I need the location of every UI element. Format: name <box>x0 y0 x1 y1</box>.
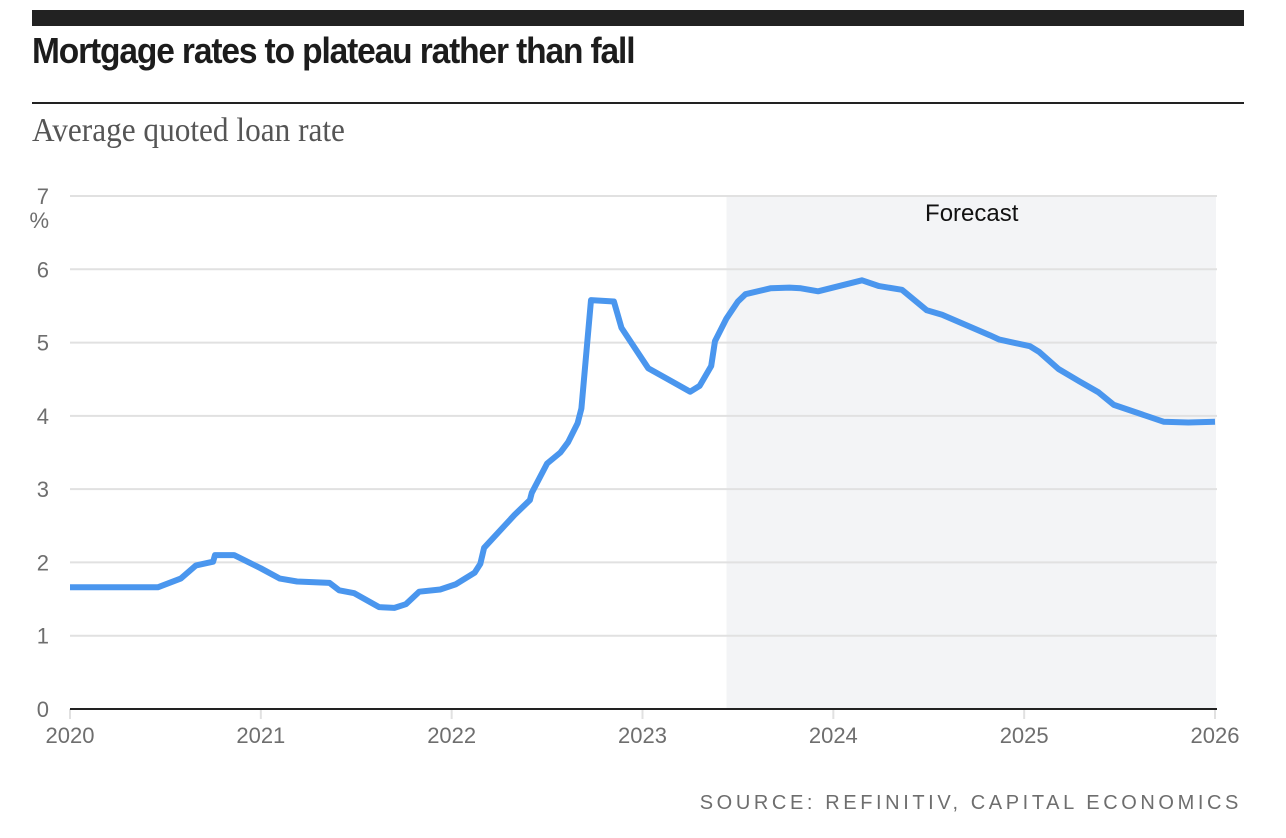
y-tick-label: 7 <box>37 184 49 209</box>
chart-subtitle: Average quoted loan rate <box>32 112 345 149</box>
y-tick-label: 4 <box>37 404 49 429</box>
x-tick-label: 2021 <box>236 723 285 748</box>
y-tick-label: 6 <box>37 257 49 282</box>
forecast-label: Forecast <box>925 200 1019 227</box>
y-tick-label: 0 <box>37 697 49 722</box>
x-tick-label: 2023 <box>618 723 667 748</box>
x-tick-label: 2025 <box>1000 723 1049 748</box>
x-tick-label: 2020 <box>46 723 95 748</box>
y-unit-label: % <box>29 208 49 233</box>
x-axis-labels: 2020 2021 2022 2023 2024 2025 2026 <box>46 723 1240 748</box>
source-note: SOURCE: REFINITIV, CAPITAL ECONOMICS <box>699 792 1242 814</box>
header-rule <box>32 10 1244 26</box>
y-tick-label: 5 <box>37 331 49 356</box>
y-tick-label: 1 <box>37 624 49 649</box>
y-tick-label: 3 <box>37 477 49 502</box>
forecast-region <box>726 196 1216 709</box>
x-tick-label: 2024 <box>809 723 858 748</box>
x-tick-label: 2026 <box>1191 723 1240 748</box>
y-tick-label: 2 <box>37 550 49 575</box>
x-axis-ticks <box>69 709 1216 719</box>
chart-title: Mortgage rates to plateau rather than fa… <box>32 30 636 71</box>
y-axis-labels: 0 1 2 3 4 5 6 7 <box>37 184 49 722</box>
series-line-average-quoted-loan-rate <box>70 277 1216 611</box>
title-divider <box>32 102 1244 104</box>
x-tick-label: 2022 <box>427 723 476 748</box>
